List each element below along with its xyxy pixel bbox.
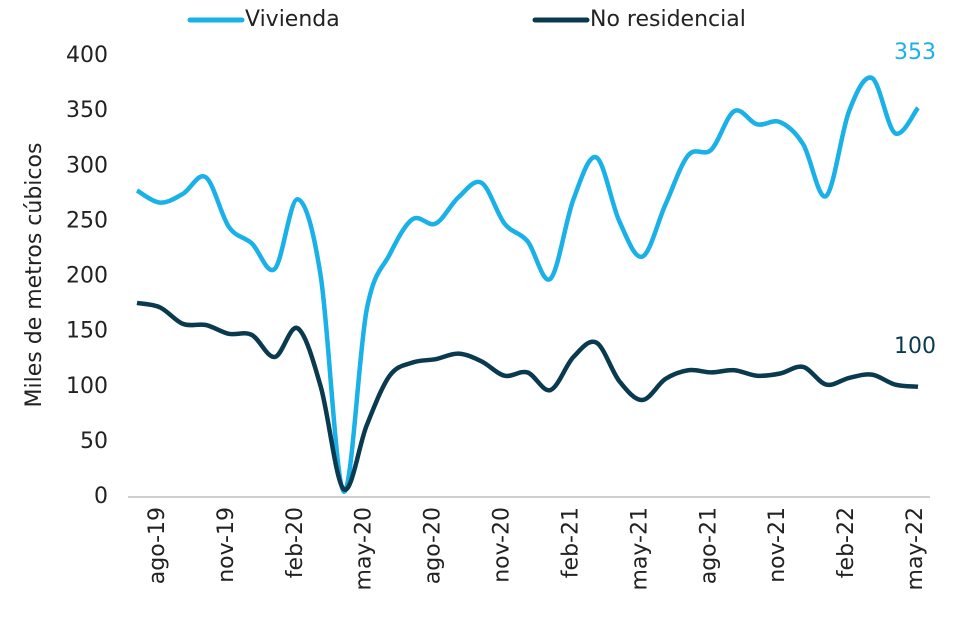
y-tick-label: 100	[66, 374, 108, 399]
y-tick-label: 300	[66, 153, 108, 178]
x-tick-label: feb-20	[283, 507, 308, 578]
x-tick-label: may-20	[352, 507, 377, 590]
legend-label: No residencial	[590, 7, 746, 32]
end-label: 353	[894, 40, 936, 65]
x-tick-label: ago-21	[696, 507, 721, 584]
legend-label: Vivienda	[245, 7, 340, 32]
series-line	[136, 300, 919, 492]
x-tick-label: ago-19	[145, 507, 170, 584]
y-tick-label: 400	[66, 43, 108, 68]
x-tick-label: nov-20	[490, 507, 515, 583]
x-tick-label: nov-19	[214, 507, 239, 583]
x-tick-label: may-22	[903, 507, 928, 590]
x-tick-label: feb-22	[834, 507, 859, 578]
end-label: 100	[894, 334, 936, 359]
x-tick-label: ago-20	[421, 507, 446, 584]
y-tick-label: 50	[80, 429, 108, 454]
y-tick-label: 250	[66, 208, 108, 233]
y-tick-label: 200	[66, 264, 108, 289]
y-tick-label: 350	[66, 98, 108, 123]
x-tick-label: nov-21	[765, 507, 790, 583]
x-tick-label: may-21	[627, 507, 652, 590]
x-tick-label: feb-21	[558, 507, 583, 578]
y-tick-label: 150	[66, 319, 108, 344]
series-line	[135, 75, 920, 494]
y-axis-title: Miles de metros cúbicos	[22, 143, 47, 408]
y-tick-label: 0	[94, 484, 108, 509]
